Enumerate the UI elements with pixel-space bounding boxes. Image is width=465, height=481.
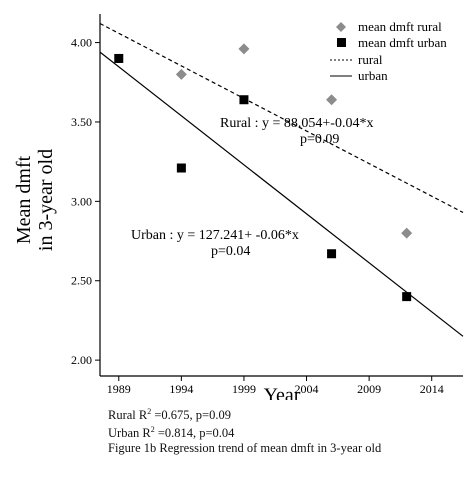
x-tick-label: 2014	[420, 382, 444, 396]
legend-label-rural-points: mean dmft rural	[358, 19, 442, 34]
urban-square-point	[327, 249, 337, 259]
rural-diamond-point	[238, 43, 250, 55]
caption-rural-suffix: =0.675, p=0.09	[151, 408, 231, 422]
legend-label-rural-line: rural	[358, 52, 383, 67]
y-axis-label-line2: in 3-year old	[35, 149, 57, 251]
x-tick-label: 2009	[357, 382, 381, 396]
urban-square-point	[239, 95, 249, 105]
rural-equation: Rural : y = 88.054+-0.04*x	[220, 116, 373, 131]
urban-regression-line	[99, 51, 464, 337]
y-axis-label-line1: Mean dmft	[13, 155, 35, 244]
y-tick-label: 2.50	[71, 274, 92, 288]
x-tick-label: 1989	[107, 382, 131, 396]
x-axis-label: Year	[264, 385, 301, 400]
rural-diamond-point	[326, 94, 338, 106]
caption-urban-stats: Urban R2 =0.814, p=0.04	[108, 422, 234, 441]
rural-diamond-point	[175, 68, 187, 80]
caption-urban-superscript: 2	[150, 425, 155, 434]
y-tick-label: 4.00	[71, 36, 92, 50]
y-tick-label: 2.00	[71, 353, 92, 367]
x-tick-label: 2004	[295, 382, 319, 396]
caption-rural-prefix: Rural R	[108, 408, 148, 422]
caption-urban-prefix: Urban R	[108, 426, 151, 440]
caption-rural-stats: Rural R2 =0.675, p=0.09	[108, 404, 231, 423]
caption-urban-suffix: =0.814, p=0.04	[154, 426, 235, 440]
rural-regression-line	[99, 22, 464, 213]
y-axis-ticks: 2.00 2.50 3.00 3.50 4.00	[71, 36, 100, 367]
rural-p-value: p=0.09	[300, 132, 339, 147]
legend-diamond-rural-icon	[336, 22, 346, 32]
legend-square-urban-icon	[337, 38, 346, 47]
urban-square-point	[114, 53, 124, 63]
urban-square-point	[176, 163, 186, 173]
caption-rural-superscript: 2	[147, 407, 152, 416]
rural-diamond-point	[401, 227, 413, 239]
x-tick-label: 1999	[232, 382, 256, 396]
legend-label-urban-line: urban	[358, 68, 388, 83]
urban-square-point	[402, 292, 412, 302]
regression-chart: 2.00 2.50 3.00 3.50 4.00 1989 1994 1999 2004 200…	[13, 14, 464, 400]
data-points	[114, 43, 413, 302]
y-tick-label: 3.50	[71, 115, 92, 129]
legend: mean dmft rural mean dmft urban rural ur…	[330, 19, 447, 83]
x-axis-ticks: 1989 1994 1999 2004 2009 2014	[107, 376, 444, 396]
urban-p-value: p=0.04	[211, 244, 250, 259]
urban-equation: Urban : y = 127.241+ -0.06*x	[131, 228, 299, 243]
regression-lines	[99, 22, 464, 337]
figure-caption: Figure 1b Regression trend of mean dmft …	[108, 441, 382, 455]
legend-label-urban-points: mean dmft urban	[358, 35, 447, 50]
y-tick-label: 3.00	[71, 194, 92, 208]
x-tick-label: 1994	[169, 382, 193, 396]
